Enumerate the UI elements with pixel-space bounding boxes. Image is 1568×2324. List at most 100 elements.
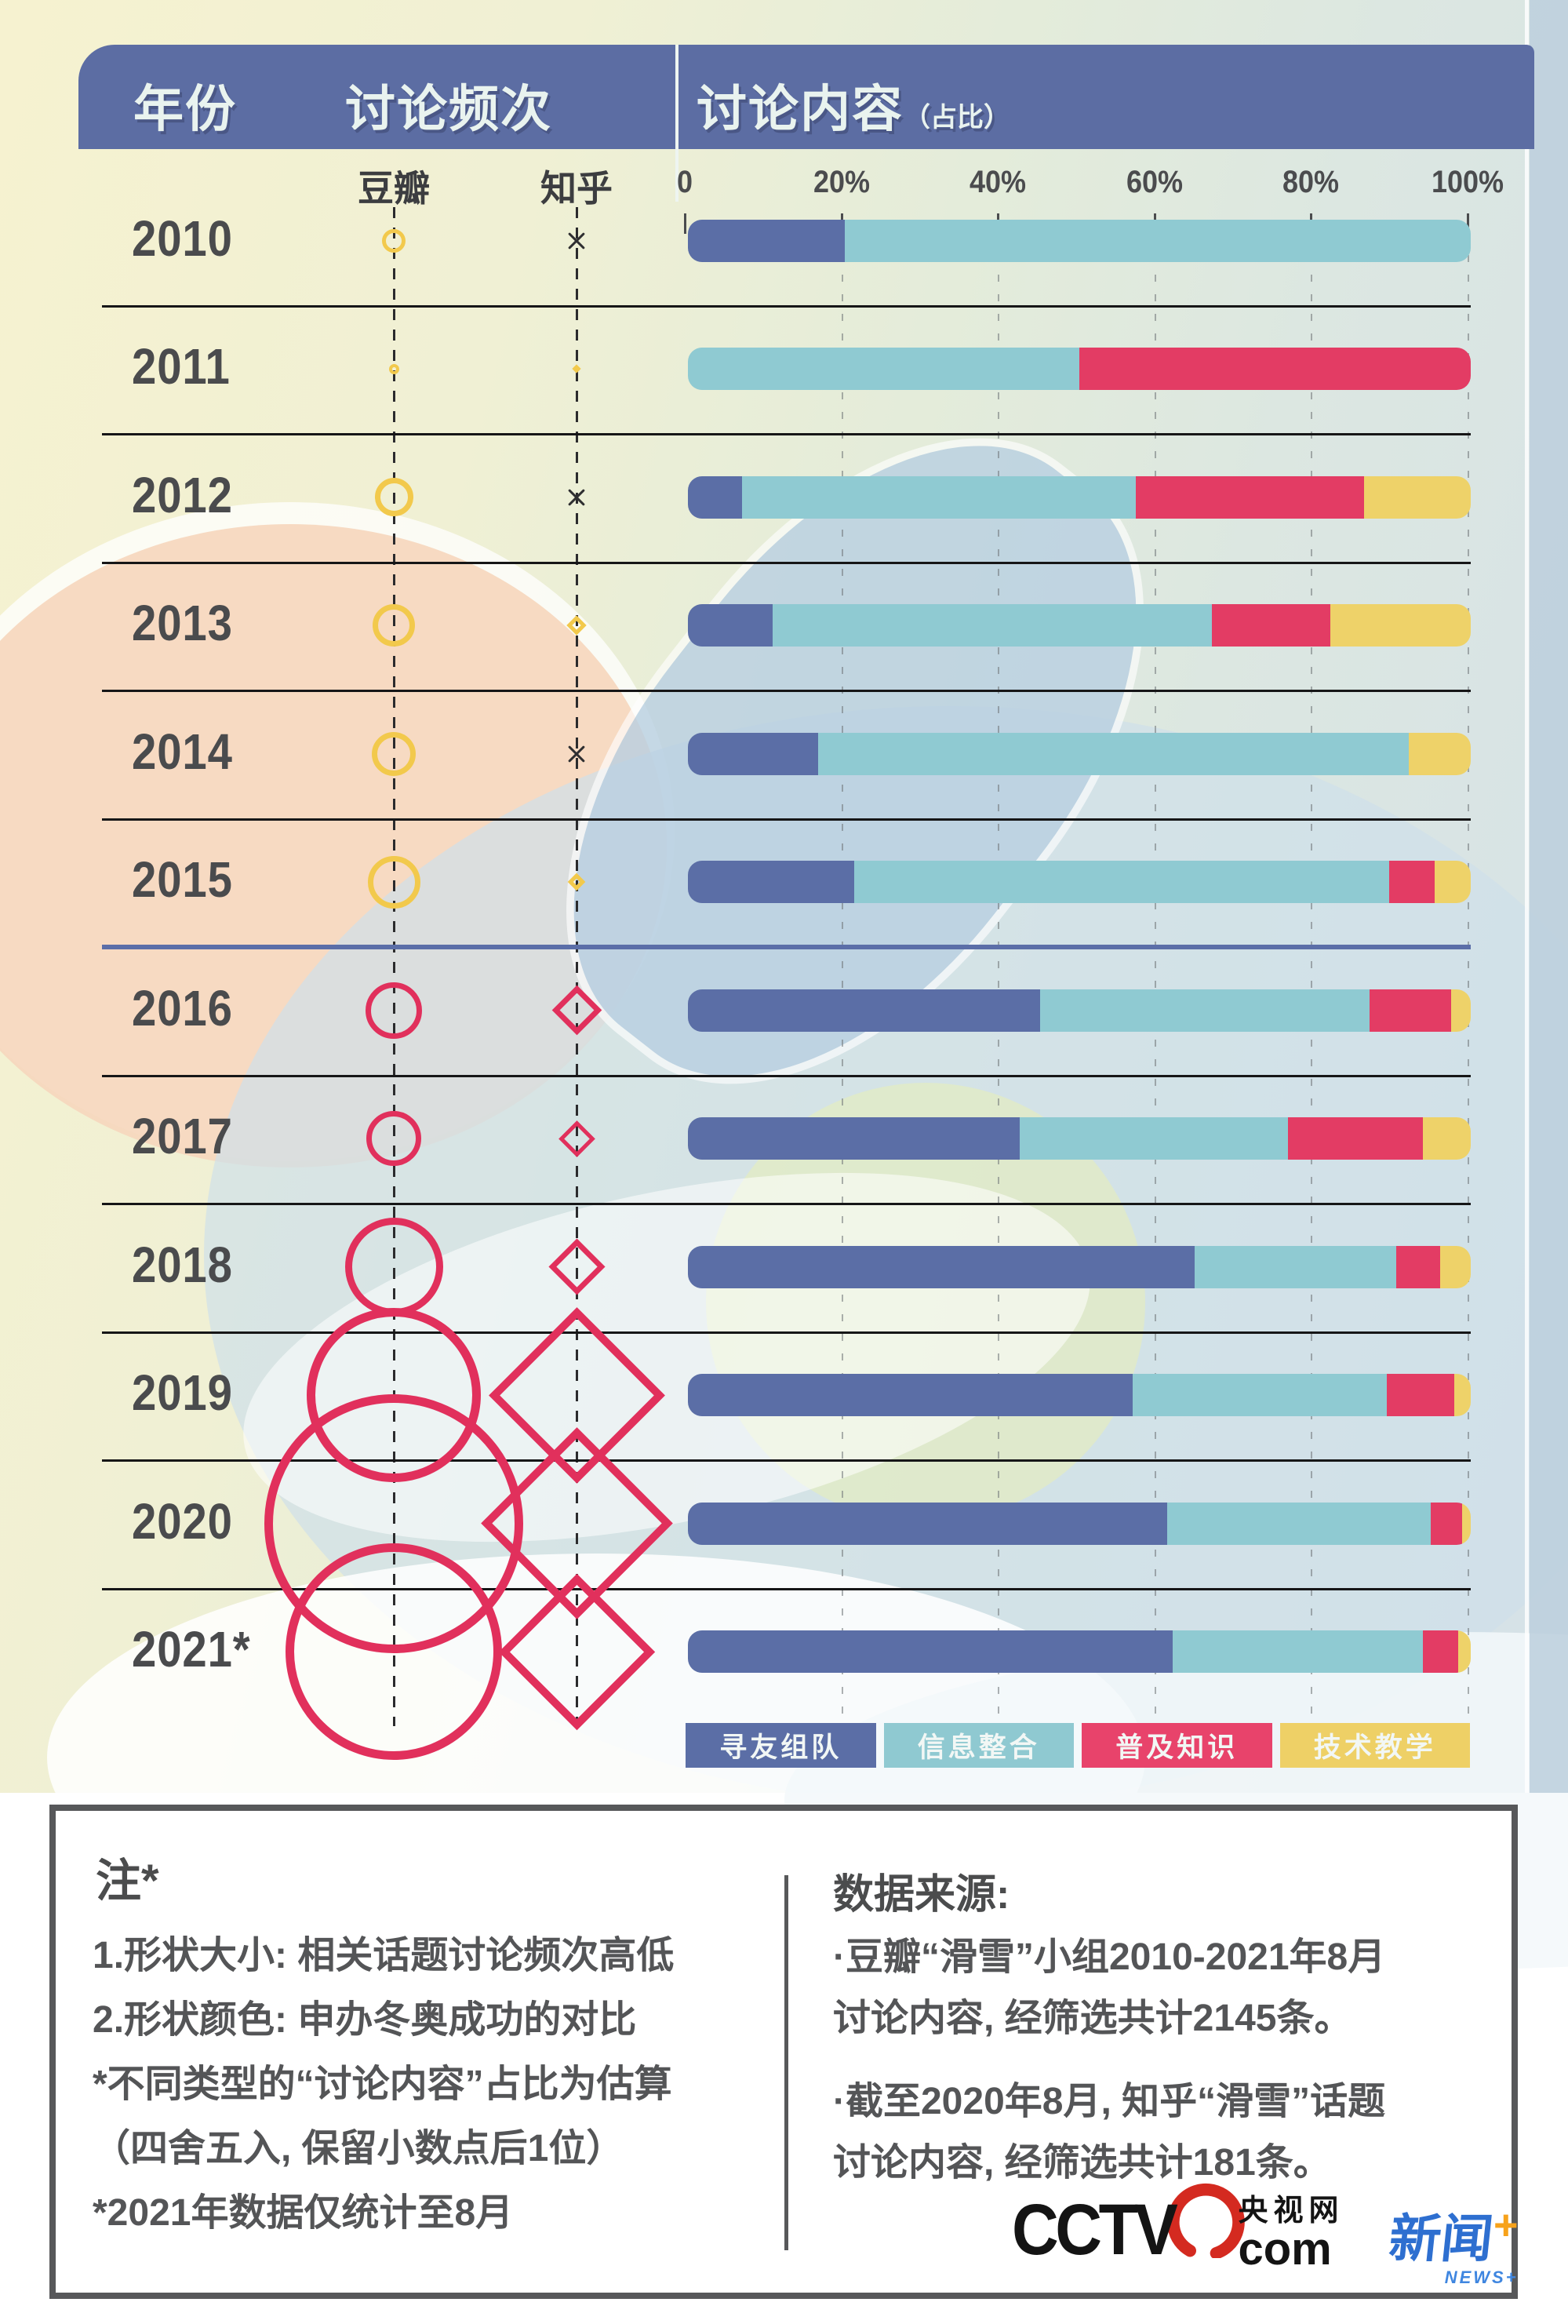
note-lines: 1.形状大小: 相关话题讨论频次高低 2.形状颜色: 申办冬奥成功的对比 *不同类型… (93, 1924, 674, 2246)
cctv-logo-com: com (1238, 2224, 1332, 2275)
note-line: *不同类型的“讨论内容”占比为估算 (93, 2064, 672, 2105)
bar-segment (1451, 989, 1471, 1032)
note-line: 2.形状颜色: 申办冬奥成功的对比 (93, 1999, 637, 2041)
news-plus-logo-cn-row: 新闻+ (1387, 2197, 1519, 2272)
douban-marker-circle (366, 982, 422, 1039)
row-separator (102, 1459, 1471, 1462)
news-plus-logo-en: NEWS+ (1444, 2268, 1519, 2287)
bar-segment (1461, 1502, 1471, 1545)
cctv-logo-text: CCTV (1012, 2190, 1178, 2270)
axis-tick-label: 40% (970, 165, 1027, 199)
bar-segment (688, 475, 742, 519)
bar-segment (1132, 1374, 1388, 1417)
source-item-line2: 讨论内容, 经筛选共计181条。 (833, 2142, 1331, 2184)
stacked-bar-2017 (688, 1117, 1471, 1160)
bar-segment (1040, 989, 1370, 1032)
source-item: ·豆瓣“滑雪”小组2010-2021年8月 讨论内容, 经筛选共计2145条。 (833, 1927, 1385, 2049)
news-plus-logo: 新闻+ NEWS+ (1387, 2197, 1519, 2288)
bar-segment (688, 1117, 1020, 1160)
stacked-bar-2014 (688, 732, 1471, 775)
stacked-bar-2021* (688, 1630, 1471, 1674)
stacked-bar-2011 (688, 348, 1471, 391)
bar-segment (688, 1630, 1173, 1674)
douban-column-dashed-line (393, 207, 395, 1726)
card-right-edge-line (1525, 0, 1529, 1793)
bar-segment (1330, 604, 1471, 647)
douban-marker-circle (286, 1543, 502, 1761)
gridline-80% (1311, 235, 1313, 1718)
legend-item: 普及知识 (1082, 1723, 1272, 1768)
row-separator (102, 1203, 1471, 1205)
column-header-content: 讨论内容（占比） (697, 69, 1010, 141)
zhihu-marker-cross (566, 743, 588, 765)
news-plus-logo-cn: 新闻 (1386, 2209, 1497, 2268)
source-item-line2: 讨论内容, 经筛选共计2145条。 (833, 1998, 1352, 2039)
source-item-line1: ·豆瓣“滑雪”小组2010-2021年8月 (833, 1936, 1386, 1978)
douban-marker-circle (382, 228, 406, 253)
year-label-2020: 2020 (132, 1492, 233, 1550)
year-label-2021*: 2021* (132, 1621, 251, 1678)
header-section-divider (675, 45, 678, 202)
axis-tick-label: 100% (1431, 165, 1504, 199)
stacked-bar-2013 (688, 604, 1471, 647)
axis-tick-label: 20% (813, 165, 870, 199)
page-right-edge (1530, 0, 1568, 1793)
year-label-2010: 2010 (132, 209, 233, 267)
axis-tick-mark (684, 213, 686, 234)
douban-marker-circle (374, 478, 413, 517)
bar-segment (1423, 1117, 1471, 1160)
year-label-2014: 2014 (132, 723, 233, 780)
gridline-100% (1468, 235, 1469, 1718)
stacked-bar-2016 (688, 989, 1471, 1032)
source-item-line1: ·截至2020年8月, 知乎“滑雪”话题 (833, 2081, 1386, 2122)
row-separator (102, 433, 1471, 435)
stacked-bar-2012 (688, 475, 1471, 519)
cctv-logo-cn-block: 央视网 com (1238, 2186, 1344, 2275)
cctv-red-arc-icon (1167, 2183, 1246, 2258)
gridline-60% (1154, 235, 1156, 1718)
bar-segment (688, 732, 818, 775)
cctv-logo-cn: 央视网 (1238, 2195, 1344, 2227)
bar-segment (1440, 1245, 1471, 1288)
row-separator (102, 1074, 1471, 1077)
column-header-year: 年份 (133, 81, 237, 137)
platform-label-douban: 豆瓣 (358, 168, 430, 209)
platform-label-zhihu: 知乎 (540, 168, 613, 209)
douban-marker-circle (367, 855, 420, 909)
table-header-bar (78, 45, 1534, 149)
year-label-2011: 2011 (132, 338, 231, 395)
bar-segment (772, 604, 1212, 647)
bar-segment (1211, 604, 1331, 647)
stacked-bar-2018 (688, 1245, 1471, 1288)
footnote-divider (784, 1875, 788, 2250)
bar-segment (1079, 348, 1471, 391)
axis-tick-mark (1467, 213, 1469, 234)
bar-segment (1288, 1117, 1424, 1160)
row-separator (102, 1331, 1471, 1334)
douban-marker-circle (373, 604, 415, 647)
bar-segment (1370, 989, 1452, 1032)
bar-segment (1396, 1245, 1441, 1288)
douban-marker-circle (344, 1218, 443, 1317)
year-label-2018: 2018 (132, 1236, 233, 1293)
bar-segment (688, 1245, 1195, 1288)
row-separator (102, 1587, 1471, 1590)
column-header-content-text: 讨论内容 (697, 81, 904, 137)
news-plus-logo-plus-icon: + (1493, 2202, 1519, 2249)
zhihu-column-dashed-line (576, 207, 578, 1726)
row-separator (102, 561, 1471, 564)
bar-segment (741, 475, 1136, 519)
bar-segment (1454, 1374, 1471, 1417)
bar-segment (1135, 475, 1365, 519)
cctv-logo: CCTV 央视网 com (1012, 2183, 1344, 2275)
footnote-box (49, 1805, 1518, 2299)
bar-segment (688, 1374, 1133, 1417)
bar-segment (688, 219, 845, 262)
bar-segment (1364, 475, 1471, 519)
column-header-frequency: 讨论频次 (345, 81, 552, 137)
gridline-20% (841, 235, 843, 1718)
bar-segment (1458, 1630, 1471, 1674)
row-separator (102, 304, 1471, 308)
bar-segment (1172, 1630, 1424, 1674)
